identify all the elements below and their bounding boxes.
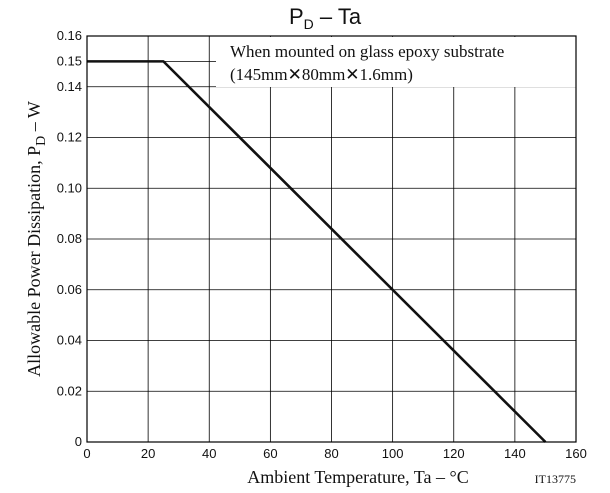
- x-tick-label: 60: [263, 446, 277, 461]
- x-tick-labels: 0 20 40 60 80 100 120 140 160: [83, 446, 586, 461]
- x-tick-label: 160: [565, 446, 587, 461]
- y-tick-label: 0.15: [57, 53, 82, 68]
- grid-lines: [86, 35, 577, 443]
- y-axis-label: Allowable Power Dissipation, PD – W: [24, 101, 49, 377]
- y-axis-label-subscript: D: [34, 136, 49, 146]
- annotation-line-1: When mounted on glass epoxy substrate: [230, 42, 504, 61]
- x-tick-label: 40: [202, 446, 216, 461]
- y-tick-label: 0: [75, 434, 82, 449]
- y-tick-label: 0.04: [57, 333, 82, 348]
- y-tick-label: 0.02: [57, 383, 82, 398]
- x-tick-label: 140: [504, 446, 526, 461]
- chart-title-subscript: D: [304, 16, 314, 32]
- plot-frame: [86, 35, 577, 443]
- derating-curve: [87, 60, 547, 443]
- chart-title-main: P: [289, 4, 304, 29]
- y-tick-label: 0.12: [57, 130, 82, 145]
- figure-code: IT13775: [535, 472, 576, 486]
- annotation-box: [216, 37, 582, 87]
- x-tick-label: 80: [324, 446, 338, 461]
- x-tick-label: 20: [141, 446, 155, 461]
- y-tick-label: 0.14: [57, 79, 82, 94]
- y-tick-labels: 0 0.02 0.04 0.06 0.08 0.10 0.12 0.14 0.15 0.16: [57, 28, 82, 449]
- y-axis-label-rest: – W: [24, 101, 44, 136]
- x-tick-label: 0: [83, 446, 90, 461]
- series-layer: [87, 60, 547, 443]
- y-tick-label: 0.08: [57, 231, 82, 246]
- y-tick-label: 0.16: [57, 28, 82, 43]
- annotation-line-2: (145mm✕80mm✕1.6mm): [230, 65, 413, 84]
- x-tick-label: 100: [382, 446, 404, 461]
- y-tick-label: 0.10: [57, 180, 82, 195]
- y-axis-label-main: Allowable Power Dissipation, P: [24, 146, 44, 377]
- y-tick-label: 0.06: [57, 282, 82, 297]
- x-axis-label: Ambient Temperature, Ta – °C: [247, 467, 468, 487]
- x-tick-label: 120: [443, 446, 465, 461]
- chart-title: PD – Ta: [289, 4, 362, 32]
- chart-title-rest: – Ta: [314, 4, 362, 29]
